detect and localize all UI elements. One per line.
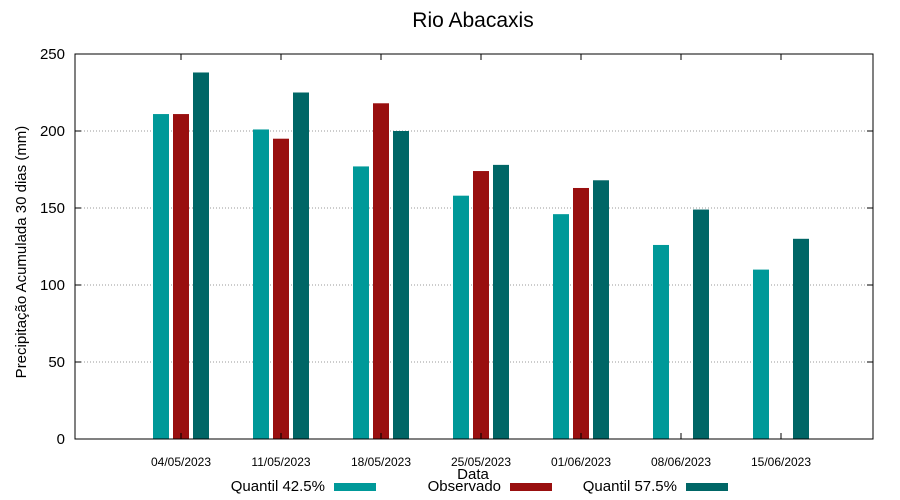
bar (353, 166, 369, 440)
y-tick-label: 100 (40, 277, 65, 294)
x-tick-label: 18/05/2023 (351, 455, 411, 469)
bars (153, 72, 809, 440)
bar (793, 238, 809, 439)
y-tick-label: 150 (40, 200, 65, 217)
legend-swatch (686, 483, 728, 491)
x-tick-label: 01/06/2023 (551, 455, 611, 469)
bar (153, 114, 169, 439)
x-axis-ticks: 04/05/2023 11/05/2023 18/05/2023 25/05/2023… (151, 54, 811, 469)
x-tick-label: 25/05/2023 (451, 455, 511, 469)
bar (253, 129, 269, 439)
y-axis-ticks: 0 50 100 150 200 250 (40, 46, 873, 448)
x-tick-label: 08/06/2023 (651, 455, 711, 469)
x-axis-label: Data (457, 466, 489, 483)
legend-label: Quantil 42.5% (231, 478, 325, 495)
bar (293, 92, 309, 439)
bar (393, 131, 409, 439)
chart-title: Rio Abacaxis (412, 9, 533, 32)
legend-swatch (510, 483, 552, 491)
y-tick-label: 0 (57, 431, 65, 448)
bar (593, 180, 609, 439)
bar (473, 171, 489, 440)
legend-label: Quantil 57.5% (583, 478, 677, 495)
bar (753, 269, 769, 439)
x-tick-label: 11/05/2023 (251, 455, 310, 469)
bar (273, 138, 289, 439)
bar (453, 195, 469, 439)
legend-swatch (334, 483, 376, 491)
y-tick-label: 250 (40, 46, 65, 63)
plot-border (74, 53, 874, 440)
bar (553, 214, 569, 439)
bar (693, 209, 709, 439)
y-tick-label: 50 (48, 354, 65, 371)
bar (193, 72, 209, 439)
y-tick-label: 200 (40, 123, 65, 140)
bar (173, 114, 189, 439)
x-tick-label: 15/06/2023 (751, 455, 811, 469)
bar (573, 187, 589, 439)
bar (373, 103, 389, 439)
y-axis-label: Precipitação Acumulada 30 dias (mm) (13, 126, 30, 379)
bar (493, 164, 509, 439)
legend: Quantil 42.5% Observado Quantil 57.5% (231, 478, 728, 495)
bar (653, 244, 669, 439)
legend-label: Observado (428, 478, 501, 495)
x-tick-label: 04/05/2023 (151, 455, 211, 469)
